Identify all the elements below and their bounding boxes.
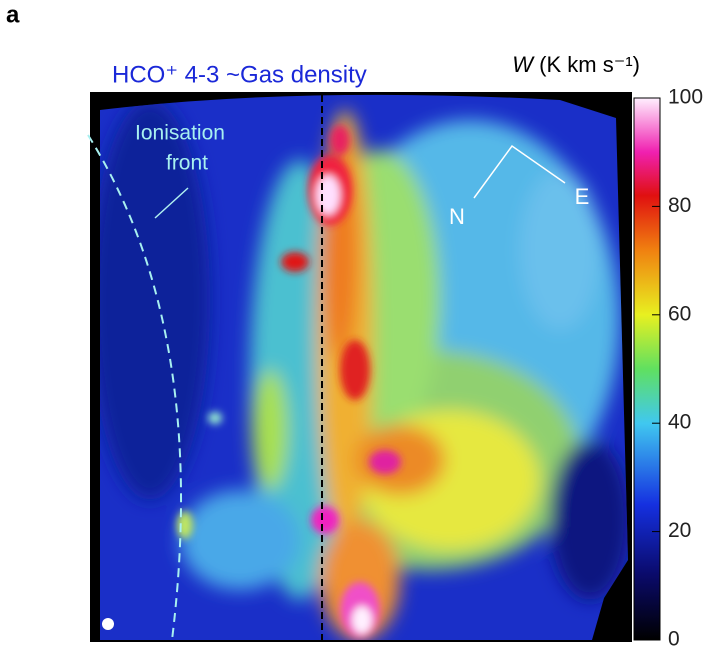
colorbar-tick-label: 40	[668, 411, 691, 434]
figure: a	[0, 0, 721, 650]
annotation: Ionisation	[135, 122, 225, 145]
colorbar-unit: (K km s⁻¹)	[533, 52, 640, 77]
colorbar-tick-label: 80	[668, 194, 691, 217]
colorbar-variable: W	[512, 52, 535, 77]
panel-label: a	[6, 1, 20, 28]
colorbar-tick-label: 0	[668, 628, 680, 650]
chart-title: HCO⁺ 4-3 ~Gas density	[112, 61, 367, 88]
colorbar	[634, 98, 660, 640]
beam	[102, 618, 114, 630]
colorbar-tick-label: 20	[668, 519, 691, 542]
annotation: front	[166, 152, 208, 175]
colorbar-tick-label: 100	[668, 86, 703, 109]
compass-east: E	[575, 184, 590, 209]
compass-north: N	[449, 204, 465, 229]
colorbar-tick-label: 60	[668, 302, 691, 325]
colorbar-label: W (K km s⁻¹)	[512, 52, 640, 77]
